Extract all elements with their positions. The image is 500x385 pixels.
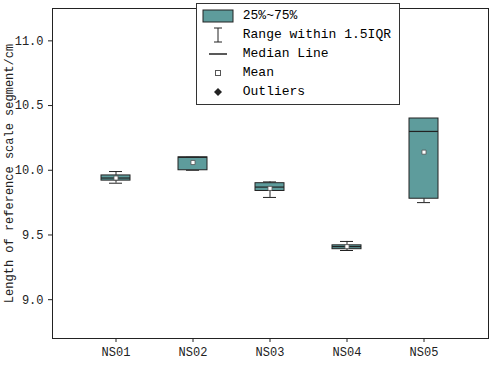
svg-text:NS02: NS02 <box>179 346 208 360</box>
svg-text:9.5: 9.5 <box>22 229 44 243</box>
svg-text:NS01: NS01 <box>102 346 131 360</box>
svg-text:9.0: 9.0 <box>22 294 44 308</box>
html-text:Mean: Mean <box>242 65 274 80</box>
html-text:Outliers: Outliers <box>242 84 306 99</box>
html-text:Range within 1.5IQR: Range within 1.5IQR <box>242 27 391 42</box>
svg-text:11.0: 11.0 <box>15 35 44 49</box>
svg-text:10.5: 10.5 <box>15 99 44 113</box>
svg-text:NS04: NS04 <box>333 346 362 360</box>
svg-text:NS03: NS03 <box>256 346 285 360</box>
svg-text:Length of reference scale segm: Length of reference scale segment/cm <box>3 44 17 303</box>
svg-text:10.0: 10.0 <box>15 164 44 178</box>
html-text:25%~75%: 25%~75% <box>242 8 298 23</box>
svg-text:NS05: NS05 <box>410 346 439 360</box>
html-text:Median Line: Median Line <box>242 46 329 61</box>
